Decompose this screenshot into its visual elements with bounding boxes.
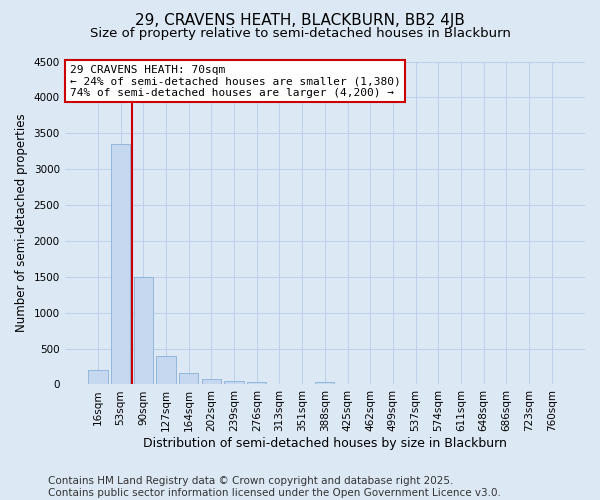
Text: 29 CRAVENS HEATH: 70sqm
← 24% of semi-detached houses are smaller (1,380)
74% of: 29 CRAVENS HEATH: 70sqm ← 24% of semi-de… [70,64,401,98]
Text: Size of property relative to semi-detached houses in Blackburn: Size of property relative to semi-detach… [89,28,511,40]
Bar [247,382,266,384]
Bar [202,379,221,384]
Bar [134,277,153,384]
Text: 29, CRAVENS HEATH, BLACKBURN, BB2 4JB: 29, CRAVENS HEATH, BLACKBURN, BB2 4JB [135,12,465,28]
Text: Contains HM Land Registry data © Crown copyright and database right 2025.
Contai: Contains HM Land Registry data © Crown c… [48,476,501,498]
Bar [157,356,176,384]
Bar [179,373,199,384]
Bar [111,144,130,384]
Bar [224,381,244,384]
X-axis label: Distribution of semi-detached houses by size in Blackburn: Distribution of semi-detached houses by … [143,437,507,450]
Bar [315,382,334,384]
Y-axis label: Number of semi-detached properties: Number of semi-detached properties [15,114,28,332]
Bar [88,370,107,384]
